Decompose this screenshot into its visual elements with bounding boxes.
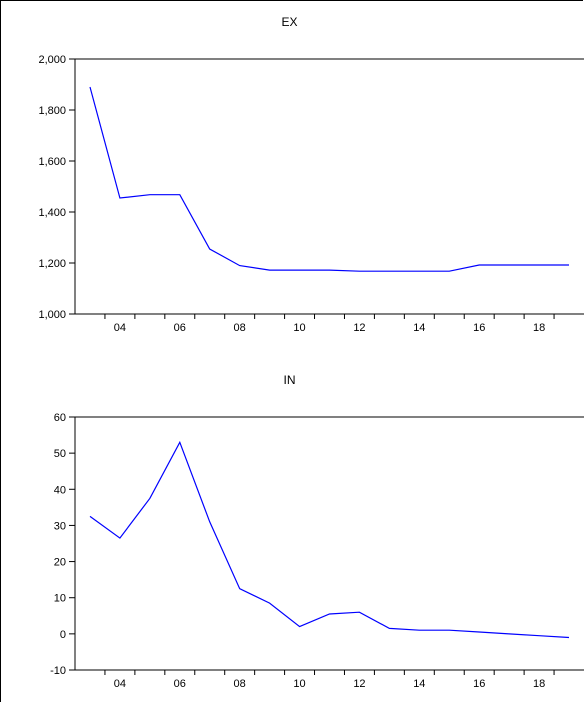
chart1-data-point	[509, 264, 510, 265]
chart1-x-tick-label: 06	[174, 322, 186, 334]
chart2-x-tick-label: 06	[174, 678, 186, 690]
chart1-x-tick-label: 10	[293, 322, 305, 334]
chart1-x-tick-label: 16	[473, 322, 485, 334]
chart2-series-line	[89, 440, 570, 639]
chart2-title: IN	[284, 373, 296, 387]
chart2-data-point	[329, 613, 330, 614]
chart1-data-point	[389, 271, 390, 272]
chart1-data-point	[419, 271, 420, 272]
chart2-data-point	[239, 588, 240, 589]
chart2-data-point	[179, 442, 180, 443]
chart1-x-tick-label: 12	[353, 322, 365, 334]
chart1-y-tick-label: 1,600	[38, 156, 66, 168]
chart1-data-point	[89, 86, 90, 87]
chart2-y-tick-label: 60	[54, 412, 66, 424]
chart1-data-point	[329, 270, 330, 271]
chart2-data-point	[119, 537, 120, 538]
chart1-data-point	[119, 197, 120, 198]
chart2-x-tick-label: 16	[473, 678, 485, 690]
chart2-y-tick-label: 0	[60, 629, 66, 641]
chart2-data-point	[299, 626, 300, 627]
chart2-data-point	[209, 521, 210, 522]
chart1-data-point	[538, 264, 539, 265]
chart1-data-point	[449, 271, 450, 272]
chart2-y-tick-label: -10	[50, 665, 66, 677]
chart1-y-tick-label: 1,400	[38, 207, 66, 219]
chart2-x-tick-label: 10	[293, 678, 305, 690]
chart1-data-point	[568, 264, 569, 265]
chart2-x-tick-label: 04	[114, 678, 126, 690]
chart2-data-point	[269, 603, 270, 604]
chart1-data-point	[269, 270, 270, 271]
chart2-data-point	[449, 630, 450, 631]
chart2-x-tick-label: 08	[234, 678, 246, 690]
chart1-x-tick-label: 18	[533, 322, 545, 334]
chart1-y-tick-label: 1,000	[38, 309, 66, 321]
chart2-data-point	[419, 630, 420, 631]
chart2-x-tick-label: 14	[413, 678, 425, 690]
chart1-data-point	[239, 265, 240, 266]
chart2-data-point	[509, 633, 510, 634]
chart2-y-tick-label: 30	[54, 520, 66, 532]
chart1-data-point	[179, 194, 180, 195]
chart1-data-point	[479, 264, 480, 265]
chart1-x-tick-label: 08	[234, 322, 246, 334]
chart2-x-tick-label: 18	[533, 678, 545, 690]
chart1-data-point	[359, 271, 360, 272]
chart2-y-tick-label: 10	[54, 593, 66, 605]
chart2-y-tick-label: 20	[54, 557, 66, 569]
chart1-series-line	[89, 86, 569, 272]
chart1-y-tick-label: 1,800	[38, 105, 66, 117]
chart1-data-point	[209, 248, 210, 249]
chart2-y-tick-label: 50	[54, 448, 66, 460]
chart2-data-point	[89, 516, 90, 517]
chart2-data-point	[568, 637, 569, 638]
chart2-y-tick-label: 40	[54, 484, 66, 496]
chart2-data-point	[538, 635, 539, 636]
chart1-y-tick-label: 2,000	[38, 54, 66, 66]
chart1-y-tick-label: 1,200	[38, 258, 66, 270]
chart1-data-point	[299, 270, 300, 271]
chart2-data-point	[479, 631, 480, 632]
chart1-x-tick-label: 04	[114, 322, 126, 334]
chart1-data-point	[149, 194, 150, 195]
chart2-data-point	[389, 628, 390, 629]
chart2-x-tick-label: 12	[353, 678, 365, 690]
chart2-data-point	[149, 498, 150, 499]
chart2-data-point	[359, 612, 360, 613]
chart1-title: EX	[281, 15, 297, 29]
chart1-x-tick-label: 14	[413, 322, 425, 334]
